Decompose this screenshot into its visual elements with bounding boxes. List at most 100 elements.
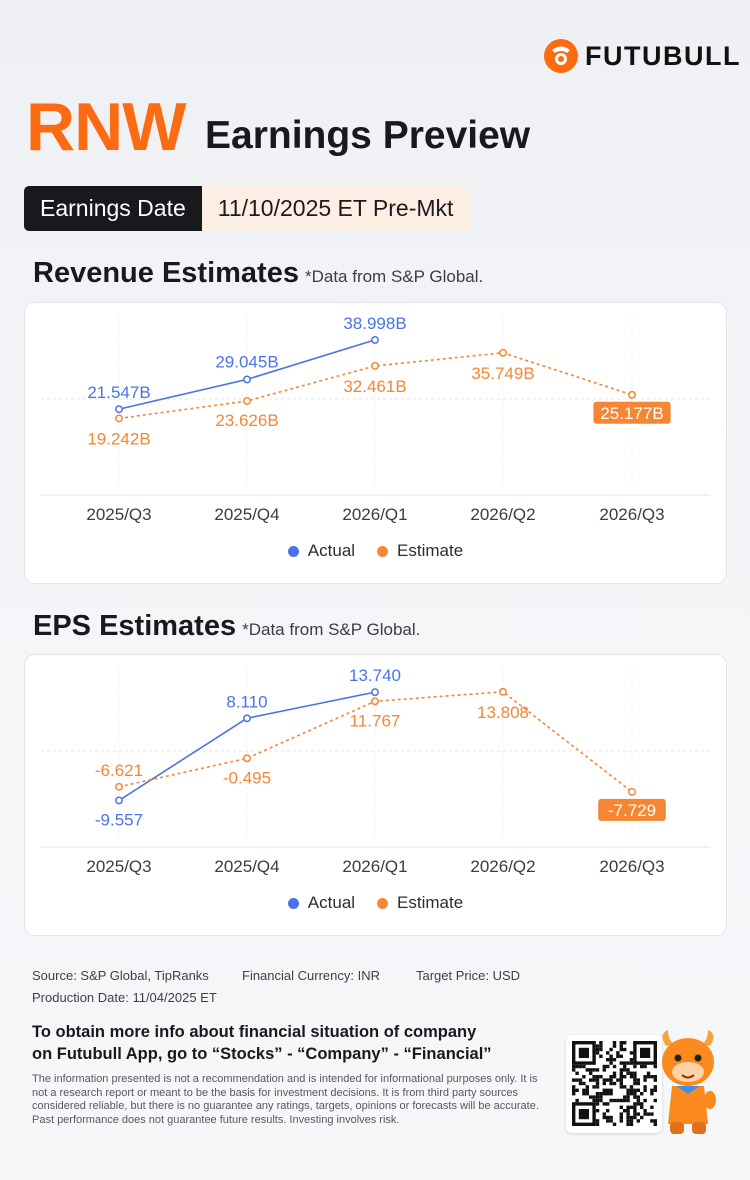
qr-module (619, 1041, 623, 1045)
qr-module (592, 1075, 596, 1079)
qr-module (612, 1081, 617, 1086)
qr-module (643, 1088, 647, 1092)
legend-estimate-dot (377, 545, 389, 557)
estimate-point (499, 687, 507, 696)
qr-module (636, 1102, 640, 1106)
qr-module (643, 1078, 647, 1082)
page-title: Earnings Preview (205, 114, 531, 157)
qr-module (643, 1064, 647, 1069)
estimate-data-label: 35.749B (471, 364, 534, 383)
qr-module (595, 1102, 600, 1106)
legend-actual-dot (287, 897, 299, 909)
revenue-note: *Data from S&P Global. (304, 267, 484, 286)
qr-module (629, 1105, 634, 1109)
qr-module (585, 1092, 589, 1096)
qr-module (653, 1085, 657, 1089)
eps-chart: 2025/Q3 2025/Q4 2026/Q1 2026/Q2 2026/Q3 -9.55… (41, 666, 710, 876)
legend-estimate-label: Estimate (397, 893, 464, 912)
qr-finder-core (640, 1047, 651, 1058)
qr-module (626, 1061, 630, 1065)
qr-module (650, 1119, 654, 1123)
qr-module (619, 1119, 623, 1123)
x-tick-label: 2026/Q2 (470, 505, 535, 524)
qr-module (643, 1112, 647, 1116)
qr-module (629, 1075, 634, 1079)
qr-module (572, 1078, 576, 1082)
qr-module (595, 1068, 600, 1072)
qr-module (582, 1075, 586, 1079)
qr-module (636, 1112, 640, 1116)
qr-module (619, 1112, 623, 1116)
estimate-data-label: -6.621 (95, 761, 143, 780)
actual-data-label: -9.557 (95, 810, 143, 829)
qr-module (643, 1098, 647, 1103)
qr-module (636, 1081, 640, 1086)
qr-module (629, 1092, 634, 1096)
qr-module (609, 1078, 613, 1082)
legend-actual-dot (287, 545, 299, 557)
revenue-section-title: Revenue Estimates *Data from S&P Global. (33, 257, 483, 290)
legend-estimate-dot (377, 897, 389, 909)
qr-module (619, 1044, 623, 1048)
qr-module (609, 1058, 613, 1062)
eps-note: *Data from S&P Global. (242, 620, 421, 639)
qr-module (602, 1088, 606, 1092)
eps-chart-card: 2025/Q3 2025/Q4 2026/Q1 2026/Q2 2026/Q3 -9.55… (24, 654, 727, 936)
qr-module (619, 1078, 623, 1082)
qr-module (602, 1115, 606, 1120)
qr-code[interactable] (566, 1035, 662, 1133)
qr-module (653, 1098, 657, 1103)
qr-module (606, 1115, 610, 1120)
qr-module (626, 1071, 630, 1075)
earnings-date-row: Earnings Date 11/10/2025 ET Pre-Mkt (24, 186, 470, 231)
qr-module (612, 1064, 617, 1069)
qr-module (629, 1071, 634, 1075)
x-tick-label: 2026/Q1 (342, 857, 407, 876)
x-tick-label: 2026/Q3 (599, 857, 664, 876)
x-tick-label: 2025/Q3 (86, 505, 151, 524)
estimate-point (115, 782, 123, 791)
qr-module (619, 1098, 623, 1103)
qr-module (633, 1075, 637, 1079)
qr-module (623, 1047, 627, 1052)
qr-module (633, 1095, 637, 1099)
currency-text: Financial Currency: INR (242, 968, 380, 983)
qr-module (595, 1095, 600, 1099)
qr-module (572, 1064, 576, 1069)
qr-module (609, 1075, 613, 1079)
qr-module (602, 1102, 606, 1106)
x-tick-label: 2026/Q3 (599, 505, 664, 524)
qr-module (575, 1098, 579, 1103)
actual-point (243, 714, 251, 723)
qr-module (619, 1075, 623, 1079)
qr-module (602, 1064, 606, 1069)
qr-module (609, 1054, 613, 1058)
qr-module (602, 1068, 606, 1072)
qr-module (623, 1085, 627, 1089)
qr-module (612, 1041, 617, 1045)
qr-module (623, 1064, 627, 1069)
qr-module (575, 1071, 579, 1075)
qr-module (609, 1119, 613, 1123)
qr-module (633, 1105, 637, 1109)
qr-module (650, 1075, 654, 1079)
qr-module (609, 1088, 613, 1092)
estimate-data-label: 13.808 (477, 703, 529, 722)
qr-module (582, 1088, 586, 1092)
qr-module (626, 1068, 630, 1072)
estimate-point (243, 754, 251, 763)
qr-module (653, 1119, 657, 1123)
x-tick-label: 2026/Q2 (470, 857, 535, 876)
estimate-point (628, 787, 636, 796)
qr-module (609, 1081, 613, 1086)
qr-module (619, 1054, 623, 1058)
qr-module (623, 1041, 627, 1045)
qr-module (595, 1044, 600, 1048)
qr-module (650, 1092, 654, 1096)
qr-module (602, 1112, 606, 1116)
estimate-data-label: 19.242B (87, 429, 150, 448)
qr-module (609, 1098, 613, 1103)
qr-module (592, 1095, 596, 1099)
qr-module (646, 1071, 651, 1075)
qr-module (626, 1105, 630, 1109)
